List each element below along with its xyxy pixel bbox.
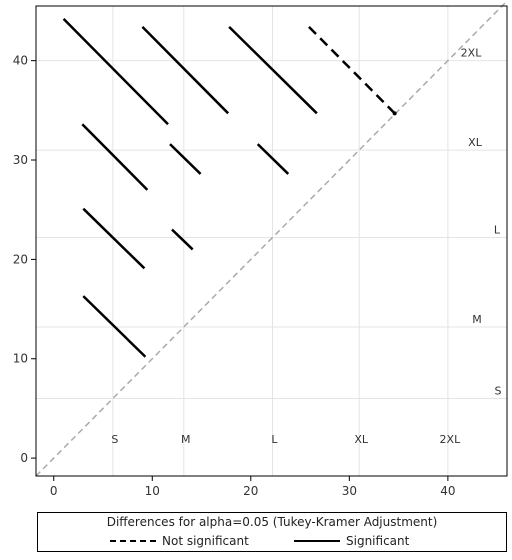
x-tick-label-0: 0 <box>50 484 58 498</box>
significant-segment-8 <box>141 25 230 115</box>
x-tick-label-40: 40 <box>440 484 455 498</box>
x-tick-label-30: 30 <box>342 484 357 498</box>
group-label-bottom-l: L <box>271 433 278 446</box>
group-label-right-l: L <box>494 224 501 237</box>
diagonal-reference-line <box>35 0 508 477</box>
group-label-right-2xl: 2XL <box>461 47 483 60</box>
legend-title: Differences for alpha=0.05 (Tukey-Kramer… <box>106 515 438 529</box>
significant-segment-7 <box>62 18 169 126</box>
x-axis: 0 10 20 30 40 <box>50 476 456 498</box>
legend-solid-line-swatch <box>294 540 340 542</box>
significant-segment-1 <box>82 295 147 358</box>
significant-segment-6 <box>256 143 290 175</box>
y-tick-label-10: 10 <box>13 352 28 366</box>
group-label-right-m: M <box>472 313 482 326</box>
legend-label-not-significant: Not significant <box>162 534 249 548</box>
legend-label-significant: Significant <box>346 534 410 548</box>
y-tick-label-40: 40 <box>13 54 28 68</box>
significant-segment-5 <box>169 143 202 175</box>
significant-segment-9 <box>228 25 318 115</box>
legend: Differences for alpha=0.05 (Tukey-Kramer… <box>37 512 507 552</box>
group-label-bottom-s: S <box>111 433 118 446</box>
legend-item-not-significant: Not significant <box>110 532 249 550</box>
y-tick-label-30: 30 <box>13 153 28 167</box>
legend-dashed-line-swatch <box>110 540 156 542</box>
legend-item-significant: Significant <box>294 532 409 550</box>
x-tick-label-10: 10 <box>145 484 160 498</box>
group-label-right-s: S <box>495 384 502 397</box>
group-label-right-xl: XL <box>468 136 483 149</box>
group-label-bottom-xl: XL <box>354 433 369 446</box>
diffogram-chart: S S M M L L XL XL 2XL 2XL 0 10 20 30 40 0 10 20 30 40 <box>13 0 508 498</box>
y-tick-label-20: 20 <box>13 252 28 266</box>
not-significant-endpoint-marker <box>392 111 397 116</box>
y-tick-label-0: 0 <box>20 451 28 465</box>
y-axis: 0 10 20 30 40 <box>13 54 36 465</box>
group-labels: S S M M L L XL XL 2XL 2XL <box>111 47 501 447</box>
significant-segment-4 <box>81 123 149 191</box>
plot-frame <box>35 5 508 477</box>
group-label-bottom-2xl: 2XL <box>440 433 462 446</box>
significant-segment-2 <box>82 207 146 270</box>
gridlines <box>36 6 507 476</box>
group-label-bottom-m: M <box>181 433 191 446</box>
x-tick-label-20: 20 <box>243 484 258 498</box>
significant-segment-3 <box>171 228 194 251</box>
not-significant-segment-10 <box>308 25 396 115</box>
difference-segments <box>62 18 397 358</box>
